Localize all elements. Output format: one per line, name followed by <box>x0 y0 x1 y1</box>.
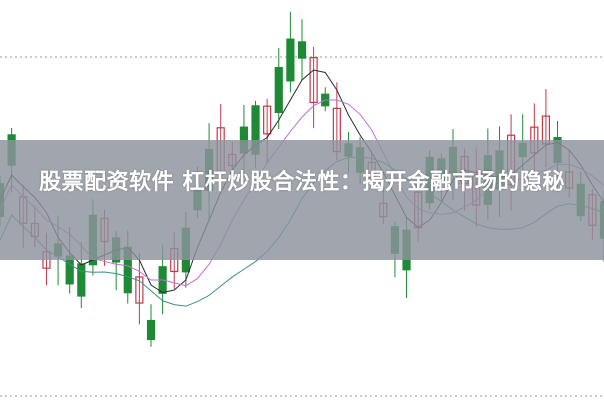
candle-body <box>274 66 283 114</box>
candle-body <box>309 57 318 103</box>
candle-body <box>286 38 295 82</box>
candle-body <box>65 255 74 285</box>
article-title: 股票配资软件 杠杆炒股合法性：揭开金融市场的隐秘 <box>39 170 565 195</box>
candle-body <box>146 319 156 341</box>
candle-body <box>263 105 272 135</box>
title-overlay-band <box>0 140 604 260</box>
candle-body <box>297 41 307 59</box>
candle-body <box>77 263 86 297</box>
candle-body <box>135 276 144 304</box>
